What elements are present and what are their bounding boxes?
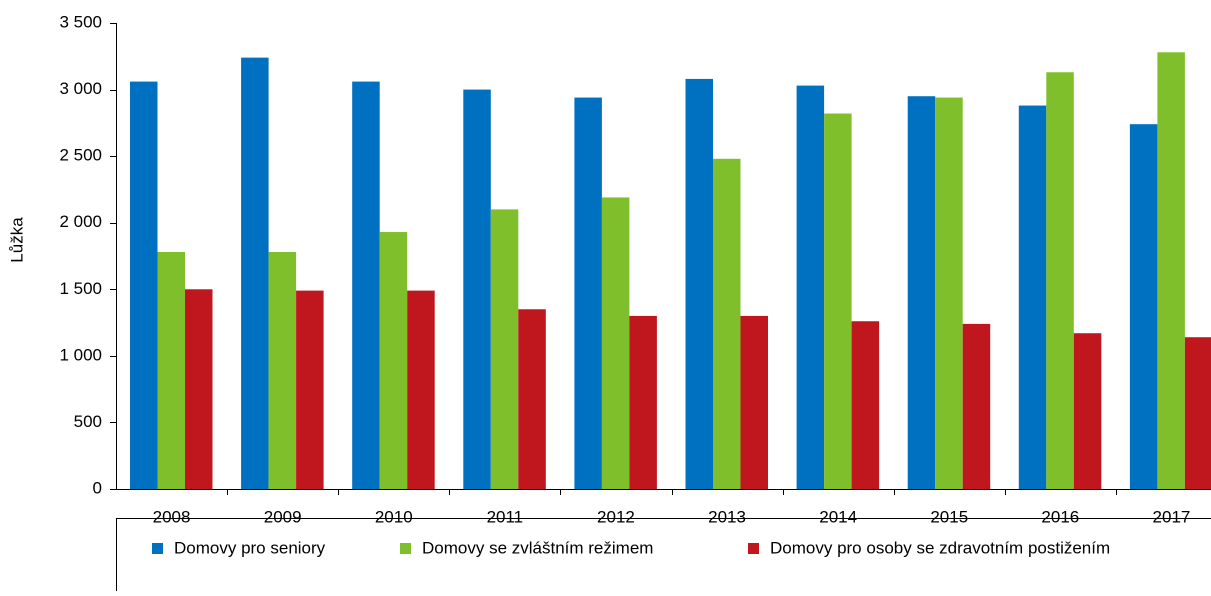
y-axis-label: Lůžka — [7, 217, 26, 263]
bar — [1046, 72, 1074, 489]
legend-label: Domovy se zvláštním režimem — [422, 538, 653, 557]
x-tick-label: 2017 — [1153, 507, 1191, 526]
legend-swatch — [748, 543, 759, 554]
y-tick-label: 3 500 — [59, 12, 102, 31]
bar — [797, 86, 825, 489]
bar — [463, 90, 491, 489]
bar — [185, 289, 213, 489]
bar — [602, 197, 630, 489]
bar — [407, 291, 435, 489]
x-tick-label: 2015 — [930, 507, 968, 526]
bar — [686, 79, 714, 489]
x-tick-label: 2011 — [487, 507, 524, 526]
y-tick-label: 1 000 — [59, 345, 102, 364]
y-tick-label: 0 — [93, 478, 102, 497]
bar — [241, 58, 269, 489]
bar — [380, 232, 408, 489]
bar — [629, 316, 657, 489]
bar — [935, 98, 963, 489]
x-tick-label: 2009 — [264, 507, 302, 526]
bar — [491, 209, 519, 489]
bar — [908, 96, 936, 489]
bar — [1130, 124, 1158, 489]
x-tick-label: 2012 — [597, 507, 635, 526]
y-tick-label: 500 — [74, 412, 102, 431]
bar — [1074, 333, 1102, 489]
bar — [713, 159, 741, 489]
bar — [158, 252, 186, 489]
bar — [296, 291, 324, 489]
legend-swatch — [400, 543, 411, 554]
y-tick-label: 3 000 — [59, 79, 102, 98]
bar — [1019, 106, 1047, 489]
y-tick-label: 2 000 — [59, 212, 102, 231]
x-tick-label: 2008 — [153, 507, 191, 526]
bar — [269, 252, 297, 489]
bar — [963, 324, 991, 489]
x-tick-label: 2016 — [1041, 507, 1079, 526]
x-tick-label: 2014 — [819, 507, 857, 526]
bar — [824, 114, 852, 489]
bar — [1157, 52, 1185, 489]
x-tick-label: 2013 — [708, 507, 746, 526]
legend-label: Domovy pro seniory — [174, 538, 326, 557]
bar — [741, 316, 769, 489]
bar — [352, 82, 380, 489]
bar — [130, 82, 158, 489]
legend-label: Domovy pro osoby se zdravotním postižení… — [770, 538, 1110, 557]
bar — [574, 98, 602, 489]
legend-swatch — [152, 543, 163, 554]
bar — [1185, 337, 1211, 489]
y-tick-label: 1 500 — [59, 279, 102, 298]
y-tick-label: 2 500 — [59, 146, 102, 165]
bar — [852, 321, 880, 489]
bar — [518, 309, 546, 489]
x-tick-label: 2010 — [375, 507, 413, 526]
